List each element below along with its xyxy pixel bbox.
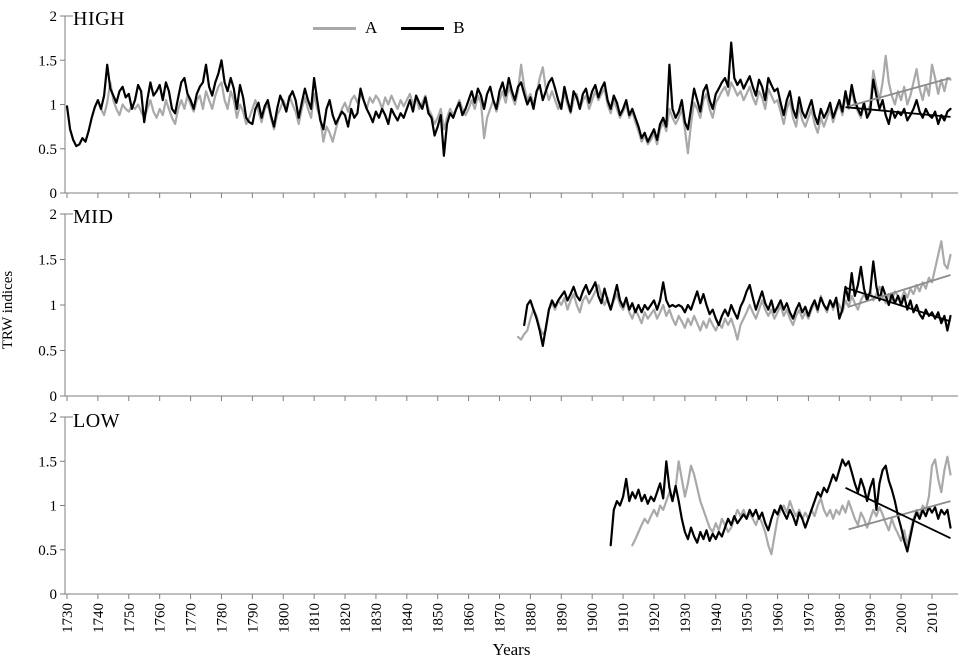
series-a-line — [516, 240, 952, 341]
y-tick-label: 0.5 — [38, 142, 57, 158]
x-tick-label: 1760 — [153, 603, 169, 633]
legend: A B — [313, 19, 465, 37]
x-tick-label: 2010 — [925, 603, 941, 633]
legend-label-a: A — [365, 18, 378, 37]
x-tick-label: 1940 — [709, 603, 725, 633]
y-tick-label: 0.5 — [38, 344, 57, 360]
y-tick-label: 1.5 — [38, 454, 57, 470]
y-axis-title: TRW indices — [0, 270, 16, 350]
x-tick-label: 1830 — [369, 603, 385, 633]
y-tick-label: 1 — [50, 298, 58, 314]
x-tick-label: 1790 — [245, 603, 261, 633]
x-tick-label: 1980 — [832, 603, 848, 633]
panel-title-high: HIGH — [73, 8, 125, 30]
y-tick-label: 0.5 — [38, 543, 57, 559]
y-tick-label: 0 — [50, 587, 58, 603]
x-tick-label: 1850 — [431, 603, 447, 633]
x-tick-label: 1970 — [801, 603, 817, 633]
x-tick-label: 1730 — [60, 603, 76, 633]
x-tick-label: 1820 — [338, 603, 354, 633]
x-tick-label: 1810 — [307, 603, 323, 633]
panel-mid: 0 0.5 1 1.5 2 — [38, 207, 958, 405]
series-b-line — [609, 458, 952, 553]
series-b-line — [65, 41, 952, 157]
x-tick-label: 1960 — [771, 603, 787, 633]
legend-label-b: B — [453, 18, 465, 37]
x-axis-title: Years — [492, 640, 531, 659]
trend-a-line — [848, 77, 951, 108]
y-tick-label: 2 — [50, 207, 58, 223]
x-tick-label: 1770 — [184, 603, 200, 633]
legend-line-a-swatch — [313, 26, 356, 30]
trend-a-line — [848, 500, 951, 531]
x-tick-label: 1900 — [585, 603, 601, 633]
x-tick-label: 1870 — [493, 603, 509, 633]
x-tick-label: 1880 — [523, 603, 539, 633]
legend-item-a: A — [313, 19, 377, 37]
trend-b-line — [845, 106, 951, 118]
series-b-line — [523, 260, 952, 347]
trend-a-line — [848, 274, 951, 308]
series-a-line — [99, 54, 952, 155]
series-a-line — [631, 455, 952, 556]
y-tick-label: 0 — [50, 186, 58, 202]
y-tick-label: 1 — [50, 499, 58, 515]
x-tick-label: 1840 — [400, 603, 416, 633]
panel-high: 0 0.5 1 1.5 2 — [38, 9, 958, 202]
trend-b-line — [845, 286, 951, 323]
panel-low: 0 0.5 1 1.5 2 1730 1740 1750 1760 1770 1780 1790 180… — [38, 410, 958, 633]
y-tick-label: 2 — [50, 9, 58, 25]
trend-b-line — [845, 486, 951, 540]
y-tick-label: 1 — [50, 98, 58, 114]
x-tick-label: 1780 — [214, 603, 230, 633]
x-tick-label: 1990 — [863, 603, 879, 633]
y-tick-label: 1.5 — [38, 253, 57, 269]
x-tick-label: 1740 — [91, 603, 107, 633]
x-tick-label: 1890 — [554, 603, 570, 633]
x-tick-label: 1950 — [740, 603, 756, 633]
x-tick-label: 1800 — [276, 603, 292, 633]
y-tick-label: 2 — [50, 410, 58, 426]
axis-line — [64, 417, 958, 595]
y-tick-label: 1.5 — [38, 53, 57, 69]
x-tick-label: 1910 — [616, 603, 632, 633]
x-tick-label: 1750 — [122, 603, 138, 633]
panel-title-low: LOW — [73, 410, 121, 432]
x-tick-label: 1920 — [647, 603, 663, 633]
panel-title-mid: MID — [73, 206, 114, 228]
legend-line-b-swatch — [401, 26, 445, 30]
y-tick-label: 0 — [50, 389, 58, 405]
legend-item-b: B — [401, 18, 465, 37]
x-tick-label: 1860 — [462, 603, 478, 633]
x-tick-label: 1930 — [678, 603, 694, 633]
axis-line — [64, 16, 958, 194]
x-tick-label: 2000 — [894, 603, 910, 633]
